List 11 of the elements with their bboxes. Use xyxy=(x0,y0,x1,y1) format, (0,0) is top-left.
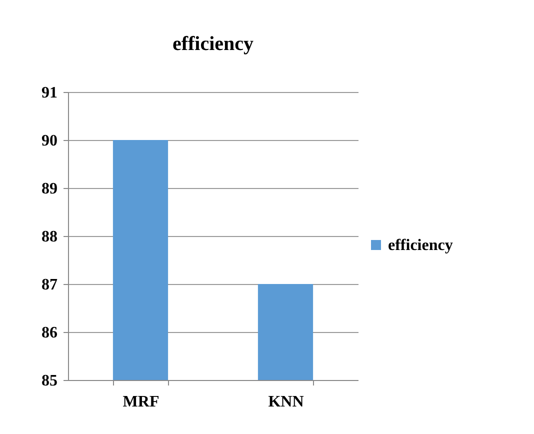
y-tick-label: 90 xyxy=(42,132,58,150)
x-tick-label: MRF xyxy=(122,394,160,410)
y-tick-label: 87 xyxy=(42,276,58,294)
y-tick-label: 89 xyxy=(42,180,58,198)
legend-label: efficiency xyxy=(388,237,453,254)
y-tick-label: 85 xyxy=(42,372,58,390)
x-tick-label: KNN xyxy=(268,394,304,410)
y-tick-label: 86 xyxy=(42,324,58,342)
y-tick-label: 88 xyxy=(42,228,58,246)
chart-title: efficiency xyxy=(172,33,254,55)
y-tick-label: 91 xyxy=(42,84,58,102)
